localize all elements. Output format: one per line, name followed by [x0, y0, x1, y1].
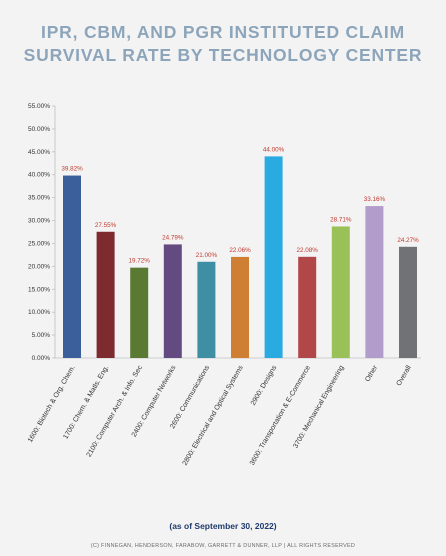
y-tick-label: 40.00%: [28, 172, 50, 179]
bar: [365, 206, 383, 358]
data-label: 33.16%: [364, 196, 386, 203]
y-tick-label: 10.00%: [28, 309, 50, 316]
data-label: 27.55%: [95, 222, 117, 229]
as-of-date-note: (as of September 30, 2022): [0, 521, 446, 531]
data-label: 39.82%: [61, 166, 83, 173]
bar: [63, 176, 81, 358]
y-tick-label: 50.00%: [28, 126, 50, 133]
data-label: 24.27%: [397, 237, 419, 244]
x-tick-label: 2600: Communications: [169, 364, 211, 430]
x-tick-label: 3600: Transportation & E-Commerce: [249, 364, 312, 466]
x-tick-label: 2900: Designs: [250, 364, 279, 407]
data-label: 19.72%: [129, 258, 151, 265]
bar: [231, 257, 249, 358]
y-tick-label: 45.00%: [28, 149, 50, 156]
data-label: 24.79%: [162, 234, 184, 241]
bar: [130, 268, 148, 358]
data-label: 22.06%: [229, 247, 251, 254]
bar: [332, 226, 350, 358]
y-tick-label: 30.00%: [28, 218, 50, 225]
y-tick-label: 35.00%: [28, 195, 50, 202]
x-tick-label: Overall: [396, 364, 413, 387]
bar: [197, 262, 215, 358]
y-tick-label: 0.00%: [32, 355, 51, 362]
y-tick-label: 55.00%: [28, 103, 50, 110]
y-tick-label: 5.00%: [32, 332, 51, 339]
y-tick-label: 25.00%: [28, 240, 50, 247]
x-tick-label: Other: [364, 364, 379, 383]
data-label: 28.71%: [330, 216, 352, 223]
data-label: 22.08%: [297, 247, 319, 254]
x-tick-label: 2800: Electrical and Optical Systems: [182, 364, 245, 467]
bar: [164, 244, 182, 358]
y-tick-label: 15.00%: [28, 286, 50, 293]
copyright-notice: (C) FINNEGAN, HENDERSON, FARABOW, GARRET…: [0, 543, 446, 549]
data-label: 44.00%: [263, 146, 285, 153]
y-tick-label: 20.00%: [28, 263, 50, 270]
x-tick-label: 2100: Computer Arch. & Info. Sec: [86, 364, 144, 458]
data-label: 21.00%: [196, 252, 218, 259]
bar: [298, 257, 316, 358]
bar: [399, 247, 417, 358]
bar: [265, 156, 283, 358]
bar: [97, 232, 115, 358]
